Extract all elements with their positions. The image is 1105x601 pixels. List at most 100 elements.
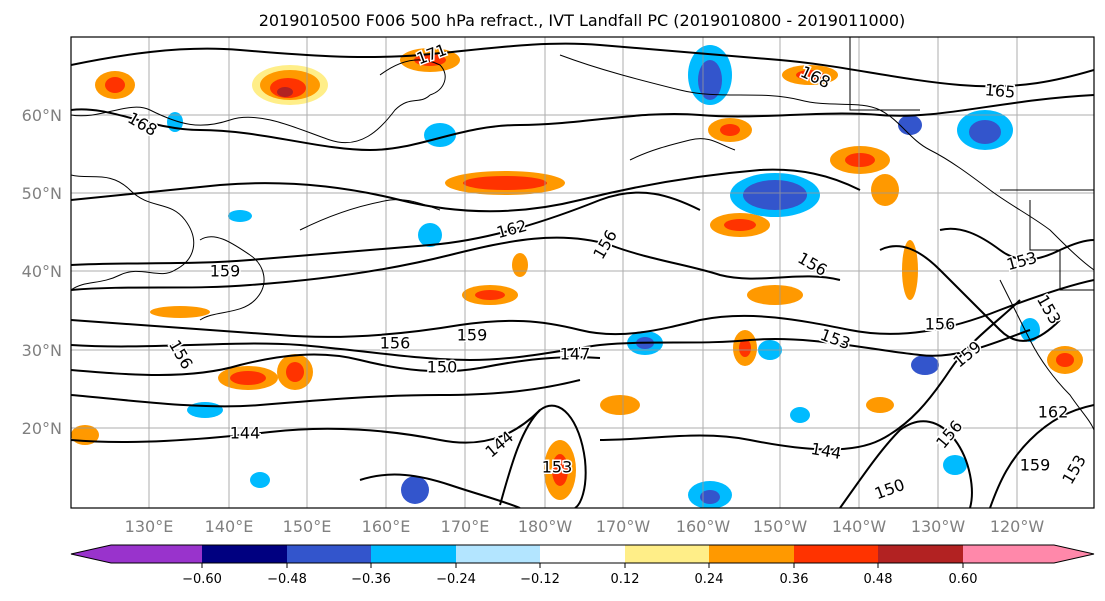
coastline-alaska-canada	[559, 54, 1094, 271]
shade-positive	[600, 395, 640, 415]
shade-positive	[902, 240, 918, 300]
colorbar-outline	[70, 544, 1095, 564]
longitude-label: 170°W	[596, 517, 651, 536]
latitude-label: 30°N	[22, 341, 62, 360]
shade-positive	[720, 124, 740, 136]
contour-label: 159	[210, 262, 241, 281]
shade-positive	[150, 306, 210, 318]
map-title: 2019010500 F006 500 hPa refract., IVT La…	[259, 11, 906, 30]
contour-line	[71, 353, 601, 376]
contour-line	[599, 299, 1021, 451]
contour-line	[71, 236, 841, 291]
shade-positive	[747, 285, 803, 305]
colorbar-tick-label: −0.36	[351, 572, 391, 587]
latitude-label: 50°N	[22, 184, 62, 203]
shade-negative	[700, 490, 720, 504]
coastline-kamchatka	[379, 59, 446, 96]
shade-negative	[911, 355, 939, 375]
colorbar-bin	[794, 545, 878, 563]
longitude-label: 140°W	[832, 517, 887, 536]
shade-positive	[724, 219, 756, 231]
longitude-label: 140°E	[205, 517, 254, 536]
contour-line	[71, 329, 1031, 362]
latitude-label: 40°N	[22, 262, 62, 281]
shade-positive	[414, 54, 446, 66]
colorbar-tick-label: −0.24	[436, 572, 476, 587]
shade-negative	[943, 455, 967, 475]
coastline-korea-china	[71, 174, 195, 291]
shade-positive	[512, 253, 528, 277]
shade-negative	[969, 120, 1001, 144]
shade-positive	[230, 371, 266, 385]
coastline-aleutians	[629, 138, 736, 161]
colorbar-bin	[456, 545, 540, 563]
contour-line	[71, 168, 861, 213]
shade-negative	[228, 210, 252, 222]
colorbar-tick-label: 0.24	[695, 572, 724, 587]
shade-positive	[866, 397, 894, 413]
shade-positive	[463, 176, 547, 190]
longitude-label: 130°W	[911, 517, 966, 536]
longitude-label: 150°E	[283, 517, 332, 536]
shade-negative	[424, 123, 456, 147]
shade-negative	[418, 223, 442, 247]
contour-label: 153	[542, 458, 573, 477]
colorbar-tick-label: 0.12	[611, 572, 640, 587]
colorbar-bin	[287, 545, 371, 563]
longitude-label: 130°E	[125, 517, 174, 536]
shade-negative	[187, 402, 223, 418]
border-alaska	[849, 37, 920, 111]
colorbar-bin	[878, 545, 963, 563]
contour-label: 156	[925, 315, 956, 334]
shade-negative	[250, 472, 270, 488]
shade-positive	[796, 70, 824, 80]
coastlines	[71, 37, 1094, 431]
contour-line	[71, 409, 541, 444]
contour-label: 159	[457, 326, 488, 345]
contour-line	[71, 191, 701, 266]
longitude-label: 180°W	[518, 517, 573, 536]
shade-positive	[1056, 353, 1074, 367]
contour-label: 156	[380, 334, 411, 353]
coastline-asia	[71, 94, 431, 144]
colorbar-tick-label: −0.12	[520, 572, 560, 587]
colorbar-bin	[202, 545, 287, 563]
contour-label: 150	[427, 358, 458, 377]
contour-label: 159	[1020, 456, 1051, 475]
colorbar-bin	[371, 545, 456, 563]
contour-line	[879, 245, 1061, 342]
contour-line	[71, 379, 581, 408]
shade-negative	[401, 476, 429, 504]
contour-label: 144	[230, 424, 261, 443]
shade-negative	[790, 407, 810, 423]
shade-negative	[698, 60, 722, 100]
shade-positive	[277, 87, 293, 97]
latitude-label: 60°N	[22, 106, 62, 125]
contour-line	[989, 404, 1094, 508]
shaded-field	[71, 45, 1083, 508]
contour-line	[71, 279, 1094, 338]
longitude-label: 160°E	[362, 517, 411, 536]
shade-positive	[845, 153, 875, 167]
shade-positive	[552, 454, 568, 486]
longitude-label: 120°W	[990, 517, 1045, 536]
map-frame	[70, 36, 1095, 509]
contour-line	[839, 420, 973, 508]
colorbar-tick-label: 0.36	[780, 572, 809, 587]
shade-negative	[898, 115, 922, 135]
longitude-label: 150°W	[753, 517, 808, 536]
colorbar-extend-high	[963, 545, 1094, 563]
longitude-labels: 130°E 140°E 150°E 160°E 170°E 180°W 170°W 160°W…	[125, 517, 1045, 536]
colorbar-tick-label: 0.60	[949, 572, 978, 587]
contour-line	[499, 404, 587, 508]
longitude-label: 170°E	[441, 517, 490, 536]
contours	[71, 42, 1094, 508]
contour-label: 165	[984, 80, 1016, 102]
colorbar-extend-low	[71, 545, 202, 563]
colorbar: −0.60 −0.48 −0.36 −0.24 −0.12 0.12 0.24 0.36 0.4…	[70, 544, 1095, 587]
shade-positive	[739, 339, 751, 357]
colorbar-bin	[540, 545, 625, 563]
contour-line	[71, 42, 1094, 88]
contour-line	[71, 94, 1094, 152]
